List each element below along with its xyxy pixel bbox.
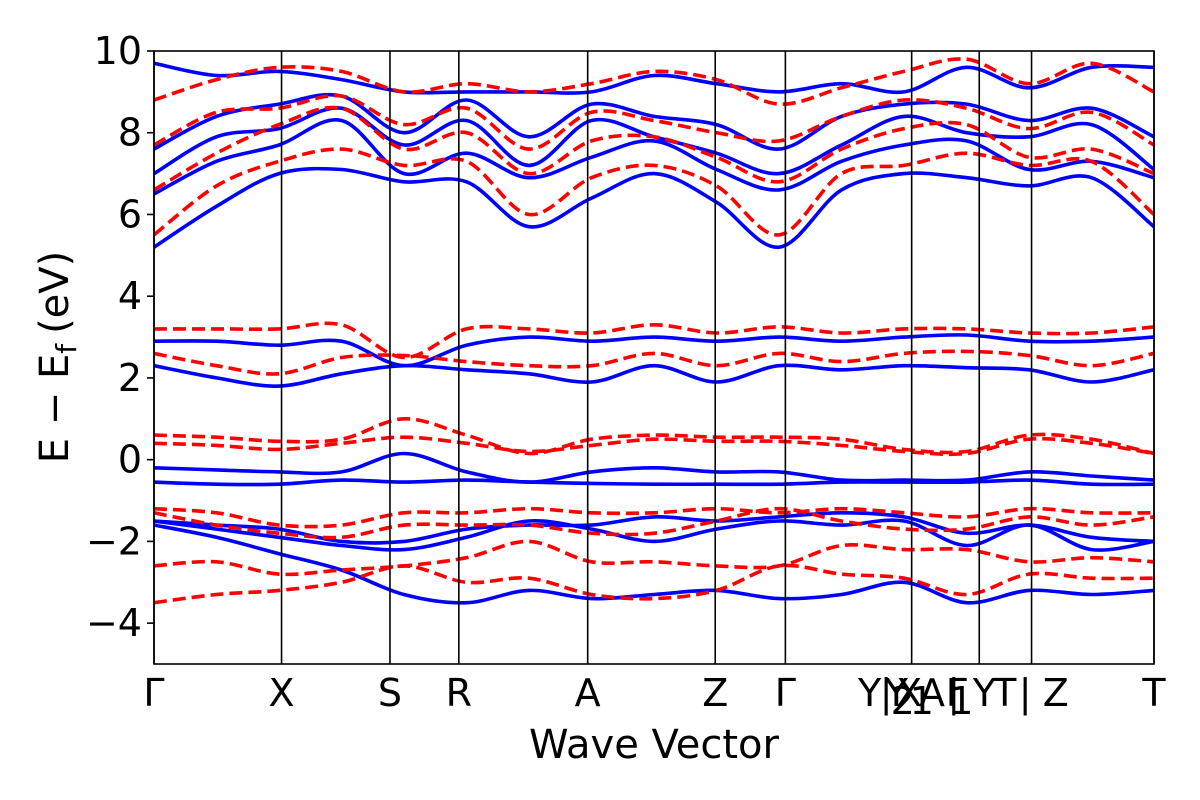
y-tick-label: 10 — [94, 29, 142, 73]
band-line-dashed — [154, 321, 1154, 360]
band-line-solid — [154, 510, 1154, 545]
bands-layer — [154, 57, 1154, 605]
y-axis-label: E − Ef (eV) — [32, 251, 83, 464]
k-point-label: X — [269, 671, 295, 715]
band-line-dashed — [154, 506, 1154, 529]
band-line-solid — [154, 523, 1154, 605]
k-point-label: Z — [1043, 671, 1069, 715]
k-point-label: R — [446, 671, 472, 715]
k-point-label: Y — [972, 671, 997, 715]
band-line-solid — [154, 518, 1154, 552]
y-tick-label: 8 — [118, 111, 142, 155]
y-tick-label: 4 — [118, 274, 142, 318]
k-point-label: T — [992, 671, 1017, 715]
y-tick-label: −2 — [86, 519, 142, 563]
y-tick-label: 2 — [118, 356, 142, 400]
band-line-dashed — [154, 57, 1154, 106]
band-line-solid — [154, 478, 1154, 487]
band-line-dashed — [154, 349, 1154, 376]
k-point-label: 2 — [891, 679, 915, 723]
band-line-solid — [154, 363, 1154, 388]
band-line-dashed — [154, 539, 1154, 577]
band-line-dashed — [154, 563, 1154, 605]
k-point-label: | — [880, 671, 893, 716]
y-axis-label-main: E − E — [32, 354, 78, 464]
band-line-solid — [154, 166, 1154, 250]
y-tick-label: −4 — [86, 601, 142, 645]
band-line-dashed — [154, 93, 1154, 151]
k-point-label: Y — [884, 671, 909, 715]
band-line-solid — [154, 118, 1154, 196]
k-point-label: 1 — [949, 679, 973, 723]
y-tick-label: 0 — [118, 438, 142, 482]
k-point-label: Γ — [946, 671, 967, 715]
k-point-label: Γ — [775, 671, 796, 715]
k-point-label: Γ — [143, 671, 164, 715]
k-point-label: S — [378, 671, 402, 715]
band-line-solid — [154, 333, 1154, 368]
band-line-dashed — [154, 506, 1154, 540]
band-line-solid — [154, 451, 1154, 484]
k-point-label: | — [1019, 671, 1032, 716]
y-axis-label-unit: (eV) — [32, 251, 78, 334]
plot-frame — [153, 50, 1155, 665]
high-symmetry-lines — [153, 51, 1155, 664]
band-line-solid — [154, 61, 1154, 95]
band-line-dashed — [154, 435, 1154, 457]
k-point-label: 1 — [910, 679, 934, 723]
y-tick-label: 6 — [118, 192, 142, 236]
x-axis-label: Wave Vector — [529, 722, 780, 768]
k-point-label: A — [575, 671, 601, 715]
k-point-label: | — [947, 671, 960, 716]
k-point-label: T — [1141, 671, 1166, 715]
band-line-dashed — [154, 147, 1154, 237]
y-axis-ticks: −4 −2 0 2 4 6 8 10 — [86, 29, 154, 645]
k-point-label: X — [896, 671, 922, 715]
y-axis-label-subscript: f — [50, 343, 83, 354]
band-line-dashed — [154, 105, 1154, 192]
k-point-label: Y — [857, 671, 882, 715]
k-point-label: Z — [702, 671, 728, 715]
k-point-label: A — [919, 671, 945, 715]
band-line-dashed — [154, 416, 1154, 456]
